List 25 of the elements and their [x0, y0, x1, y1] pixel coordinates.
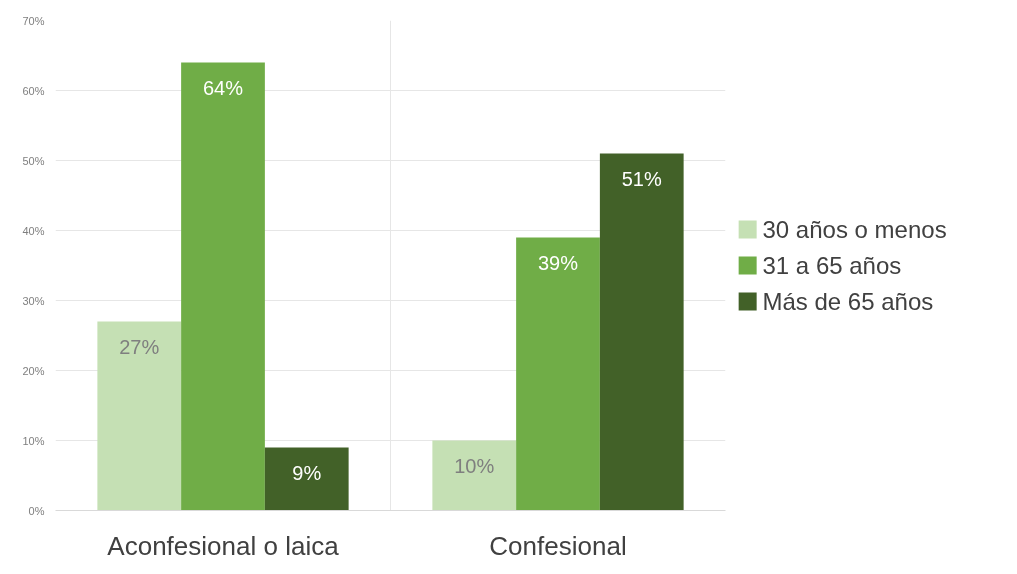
text: 9% [292, 461, 322, 484]
bar [97, 321, 182, 511]
legend-label: Más de 65 años [762, 288, 934, 316]
y-tick-label: 70% [22, 14, 45, 27]
bar [181, 62, 265, 511]
y-tick-label: 10% [22, 434, 45, 447]
text: 39% [537, 251, 579, 274]
legend-label: 30 años o menos [762, 215, 947, 243]
bar [599, 153, 684, 511]
bar [432, 440, 517, 511]
y-tick-label: 50% [22, 154, 45, 167]
y-tick-label: 40% [22, 224, 45, 237]
bar [516, 237, 600, 511]
y-tick-label: 20% [22, 364, 45, 377]
text: 64% [202, 76, 244, 99]
bar [264, 447, 349, 511]
text: 51% [621, 167, 662, 190]
text: 10% [454, 454, 495, 477]
y-tick-label: 30% [22, 294, 45, 307]
text: 27% [119, 335, 160, 358]
legend-label: 31 a 65 años [762, 252, 902, 279]
y-tick-label: 0% [28, 504, 45, 517]
x-tick-label: Confesional [489, 530, 627, 561]
y-tick-label: 60% [22, 84, 45, 97]
x-tick-label: Aconfesional o laica [107, 530, 340, 561]
